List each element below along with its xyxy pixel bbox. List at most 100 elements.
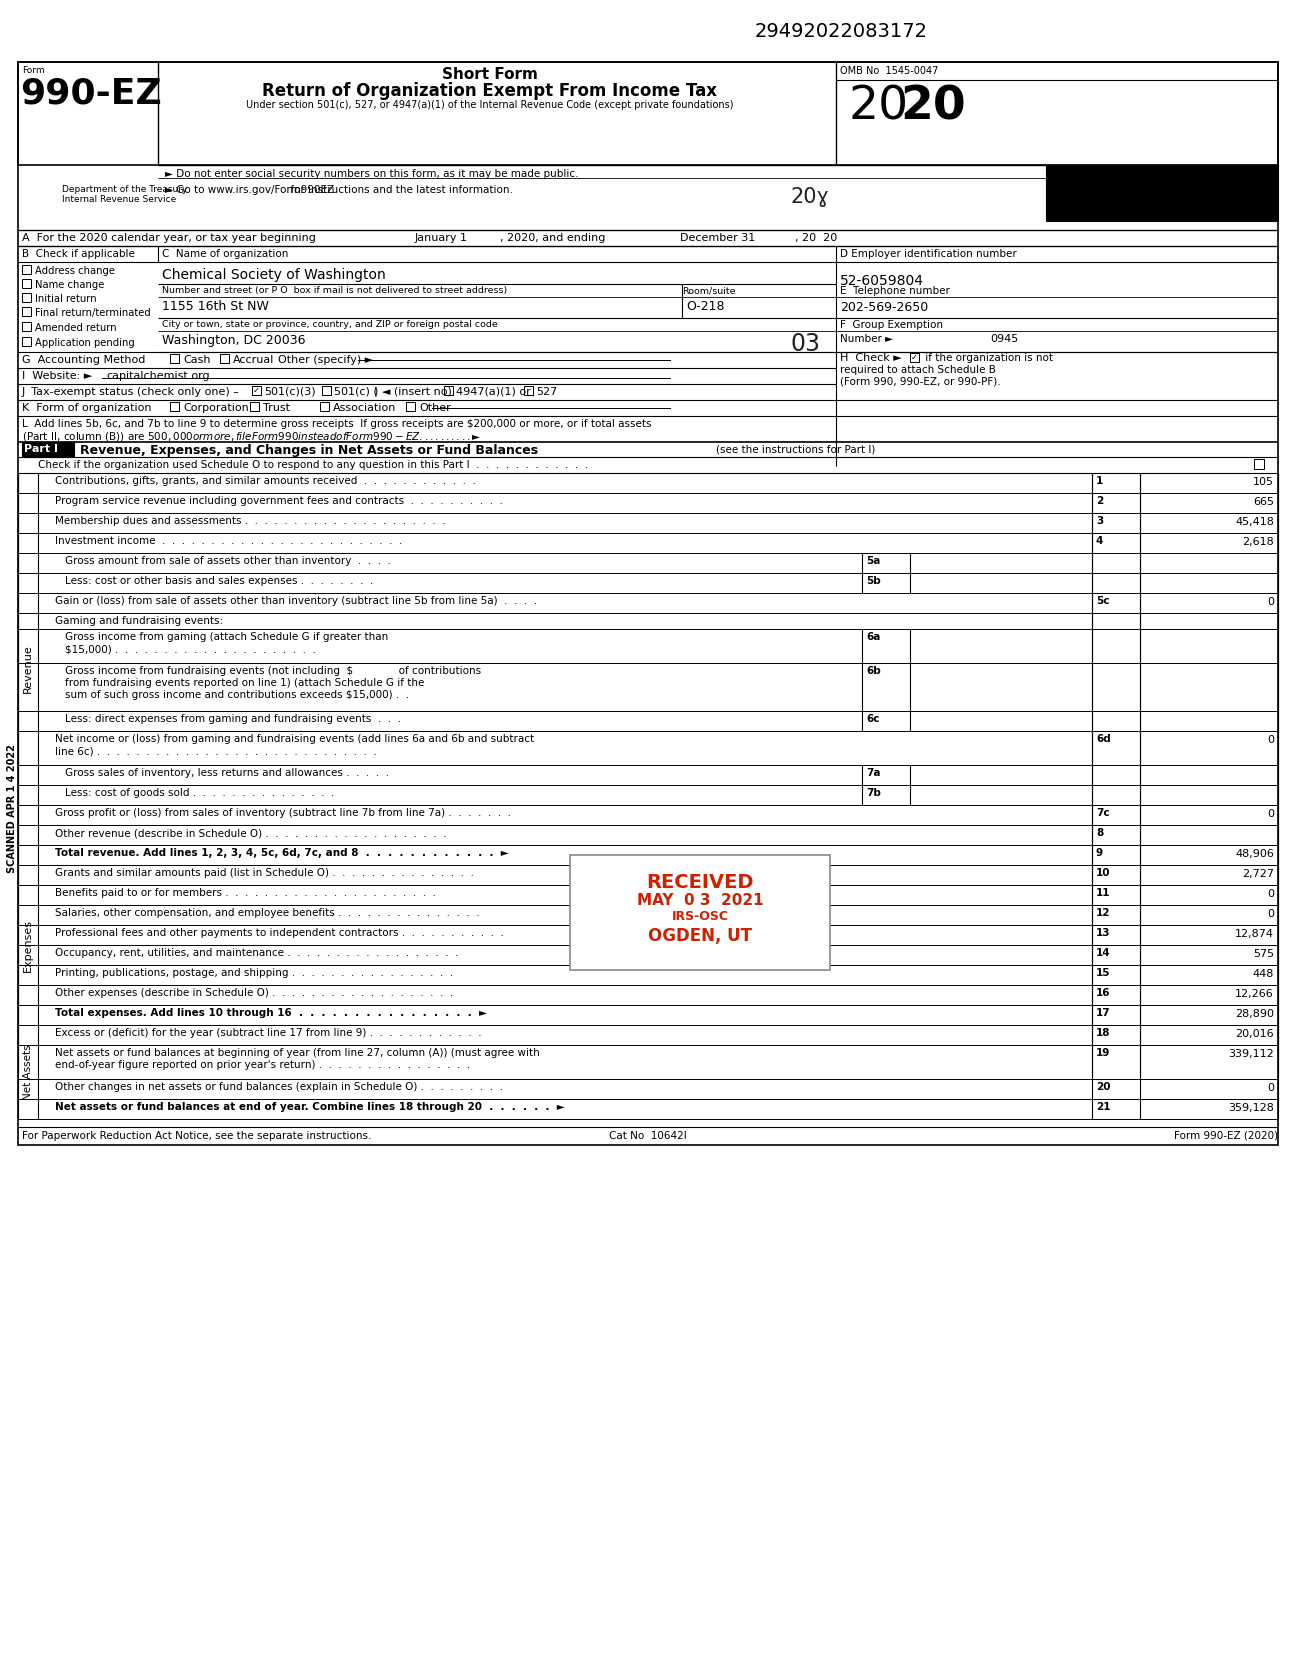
Text: Other changes in net assets or fund balances (explain in Schedule O) .  .  .  . : Other changes in net assets or fund bala…	[54, 1083, 503, 1093]
Text: Check if the organization used Schedule O to respond to any question in this Par: Check if the organization used Schedule …	[38, 460, 588, 469]
Text: 5c: 5c	[1096, 597, 1109, 607]
Text: 527: 527	[537, 387, 557, 397]
Text: Contributions, gifts, grants, and similar amounts received  .  .  .  .  .  .  . : Contributions, gifts, grants, and simila…	[54, 476, 476, 486]
Text: 7c: 7c	[1096, 808, 1109, 818]
Text: 448: 448	[1253, 969, 1274, 979]
Text: 48,906: 48,906	[1235, 850, 1274, 860]
Text: 2: 2	[1096, 496, 1103, 506]
Text: 12,266: 12,266	[1235, 988, 1274, 998]
Text: OMB No  1545-0047: OMB No 1545-0047	[840, 66, 938, 76]
Text: 14: 14	[1096, 949, 1111, 959]
Text: ► Go to www.irs.gov/Form990EZ: ► Go to www.irs.gov/Form990EZ	[165, 185, 334, 195]
Text: Corporation: Corporation	[183, 403, 249, 413]
Text: Gross income from gaming (attach Schedule G if greater than: Gross income from gaming (attach Schedul…	[65, 631, 389, 641]
Bar	[320, 402, 329, 412]
Text: Gross sales of inventory, less returns and allowances .  .  .  .  .: Gross sales of inventory, less returns a…	[65, 769, 389, 779]
Text: Room/suite: Room/suite	[682, 286, 736, 294]
Text: required to attach Schedule B: required to attach Schedule B	[840, 365, 995, 375]
Text: Inspection: Inspection	[1052, 192, 1150, 208]
Text: $15,000) .  .  .  .  .  .  .  .  .  .  .  .  .  .  .  .  .  .  .  .  .: $15,000) . . . . . . . . . . . . . . . .…	[65, 645, 316, 655]
Bar	[1255, 460, 1264, 469]
Bar	[524, 387, 533, 395]
Text: Chemical Society of Washington: Chemical Society of Washington	[162, 268, 386, 283]
Text: ✓: ✓	[911, 354, 918, 362]
Text: 4947(a)(1) or: 4947(a)(1) or	[456, 387, 531, 397]
Text: from fundraising events reported on line 1) (attach Schedule G if the: from fundraising events reported on line…	[65, 678, 424, 688]
Text: Amended return: Amended return	[35, 322, 117, 332]
Text: Grants and similar amounts paid (list in Schedule O) .  .  .  .  .  .  .  .  .  : Grants and similar amounts paid (list in…	[54, 868, 474, 878]
Text: 20: 20	[899, 84, 966, 129]
Text: 665: 665	[1253, 498, 1274, 507]
Text: if the organization is not: if the organization is not	[921, 354, 1052, 364]
Text: capitalchemist.org: capitalchemist.org	[106, 370, 210, 380]
Text: IRS-OSC: IRS-OSC	[671, 911, 728, 922]
Text: 0: 0	[1267, 909, 1274, 919]
Text: Net Assets: Net Assets	[23, 1045, 32, 1099]
Text: Less: cost of goods sold .  .  .  .  .  .  .  .  .  .  .  .  .  .  .: Less: cost of goods sold . . . . . . . .…	[65, 788, 334, 798]
Text: Form 990-EZ (2020): Form 990-EZ (2020)	[1174, 1131, 1278, 1141]
Text: 7b: 7b	[866, 788, 881, 798]
Text: Net assets or fund balances at beginning of year (from line 27, column (A)) (mus: Net assets or fund balances at beginning…	[54, 1048, 539, 1058]
Text: 575: 575	[1253, 949, 1274, 959]
Text: 990-EZ: 990-EZ	[19, 76, 162, 111]
Text: 10: 10	[1096, 868, 1111, 878]
Text: Cash: Cash	[183, 355, 210, 365]
Text: Membership dues and assessments .  .  .  .  .  .  .  .  .  .  .  .  .  .  .  .  : Membership dues and assessments . . . . …	[54, 516, 446, 526]
Text: B  Check if applicable: B Check if applicable	[22, 250, 135, 260]
Text: 15: 15	[1096, 969, 1111, 979]
Text: ► Do not enter social security numbers on this form, as it may be made public.: ► Do not enter social security numbers o…	[165, 169, 578, 179]
Text: For Paperwork Reduction Act Notice, see the separate instructions.: For Paperwork Reduction Act Notice, see …	[22, 1131, 372, 1141]
Text: 03: 03	[791, 332, 820, 355]
Text: Less: cost or other basis and sales expenses .  .  .  .  .  .  .  .: Less: cost or other basis and sales expe…	[65, 575, 373, 587]
Text: Name change: Name change	[35, 279, 105, 289]
Text: (see the instructions for Part I): (see the instructions for Part I)	[715, 445, 875, 455]
Text: Address change: Address change	[35, 266, 115, 276]
Text: 12,874: 12,874	[1235, 929, 1274, 939]
Bar	[18, 63, 1278, 165]
Text: 20ɣ: 20ɣ	[791, 187, 829, 207]
Text: RECEIVED: RECEIVED	[647, 873, 754, 893]
Text: Total expenses. Add lines 10 through 16  .  .  .  .  .  .  .  .  .  .  .  .  .  : Total expenses. Add lines 10 through 16 …	[54, 1008, 487, 1018]
Text: Net income or (loss) from gaming and fundraising events (add lines 6a and 6b and: Net income or (loss) from gaming and fun…	[54, 734, 534, 744]
Text: for instructions and the latest information.: for instructions and the latest informat…	[286, 185, 513, 195]
Text: Net assets or fund balances at end of year. Combine lines 18 through 20  .  .  .: Net assets or fund balances at end of ye…	[54, 1103, 565, 1112]
Text: 18: 18	[1096, 1028, 1111, 1038]
Text: Program service revenue including government fees and contracts  .  .  .  .  .  : Program service revenue including govern…	[54, 496, 503, 506]
Text: 17: 17	[1096, 1008, 1111, 1018]
Text: E  Telephone number: E Telephone number	[840, 286, 950, 296]
Text: Association: Association	[333, 403, 397, 413]
Text: Trust: Trust	[263, 403, 290, 413]
Text: Revenue: Revenue	[23, 645, 32, 693]
Text: 21: 21	[1096, 1103, 1111, 1112]
Text: O-218: O-218	[686, 299, 724, 312]
Bar	[18, 63, 1278, 1146]
Text: Application pending: Application pending	[35, 337, 135, 349]
Text: MAY  0 3  2021: MAY 0 3 2021	[636, 893, 763, 907]
Text: 105: 105	[1253, 478, 1274, 488]
Text: 3: 3	[1096, 516, 1103, 526]
Text: 0: 0	[1267, 597, 1274, 607]
Text: Under section 501(c), 527, or 4947(a)(1) of the Internal Revenue Code (except pr: Under section 501(c), 527, or 4947(a)(1)…	[246, 99, 734, 111]
Text: Other expenses (describe in Schedule O) .  .  .  .  .  .  .  .  .  .  .  .  .  .: Other expenses (describe in Schedule O) …	[54, 988, 454, 998]
Text: 1: 1	[1096, 476, 1103, 486]
Text: 28,890: 28,890	[1235, 1008, 1274, 1018]
Text: Benefits paid to or for members .  .  .  .  .  .  .  .  .  .  .  .  .  .  .  .  : Benefits paid to or for members . . . . …	[54, 888, 435, 898]
Bar	[170, 402, 179, 412]
Text: 0: 0	[1267, 808, 1274, 818]
Text: Salaries, other compensation, and employee benefits .  .  .  .  .  .  .  .  .  .: Salaries, other compensation, and employ…	[54, 907, 480, 917]
Text: D Employer identification number: D Employer identification number	[840, 250, 1017, 260]
Text: Excess or (deficit) for the year (subtract line 17 from line 9) .  .  .  .  .  .: Excess or (deficit) for the year (subtra…	[54, 1028, 482, 1038]
Bar	[251, 387, 260, 395]
Text: (Part II, column (B)) are $500,000 or more, file Form 990 instead of Form 990-EZ: (Part II, column (B)) are $500,000 or mo…	[22, 430, 482, 443]
Text: Return of Organization Exempt From Income Tax: Return of Organization Exempt From Incom…	[263, 83, 718, 99]
Bar	[321, 387, 330, 395]
Text: 9: 9	[1096, 848, 1103, 858]
Bar	[22, 279, 31, 288]
Text: H  Check ►: H Check ►	[840, 354, 902, 364]
Text: 4: 4	[1096, 536, 1103, 545]
Text: 5a: 5a	[866, 555, 880, 565]
Text: Internal Revenue Service: Internal Revenue Service	[62, 195, 176, 203]
Bar	[22, 264, 31, 274]
Text: 12: 12	[1096, 907, 1111, 917]
Text: 45,418: 45,418	[1235, 517, 1274, 527]
